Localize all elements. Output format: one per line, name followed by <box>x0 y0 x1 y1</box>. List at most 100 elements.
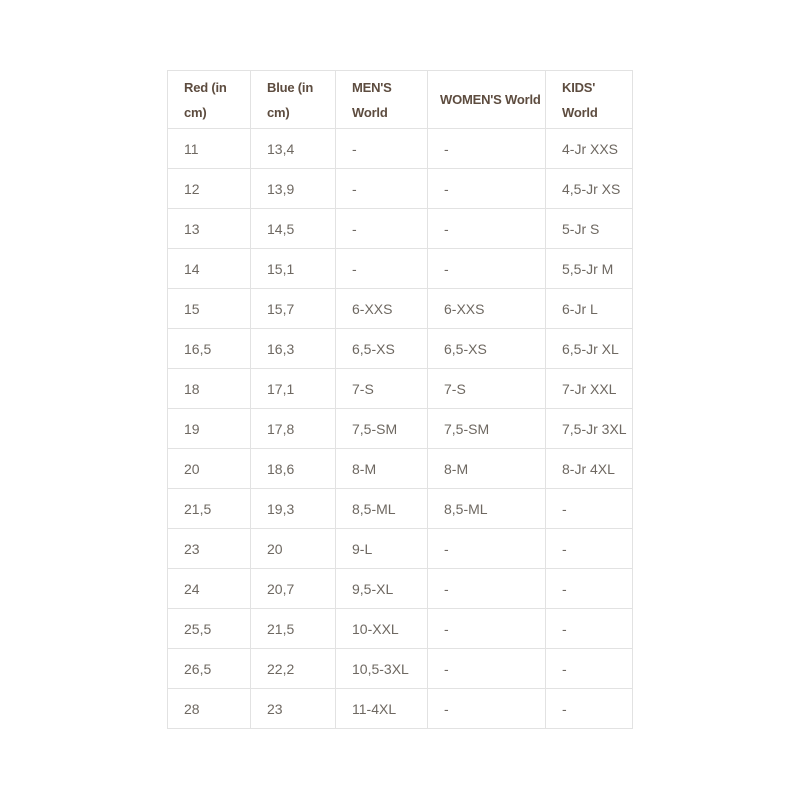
table-cell: - <box>427 168 546 209</box>
table-cell: 15,7 <box>250 288 336 329</box>
table-cell: 25,5 <box>167 608 251 649</box>
table-row: 24 20,7 9,5-XL - - <box>167 568 633 609</box>
column-header-mens: MEN'S World <box>335 70 428 129</box>
table-cell: 23 <box>167 528 251 569</box>
table-cell: 10,5-3XL <box>335 648 428 689</box>
table-cell: 5-Jr S <box>545 208 633 249</box>
table-cell: 7-S <box>335 368 428 409</box>
table-cell: 20,7 <box>250 568 336 609</box>
table-cell: - <box>427 208 546 249</box>
size-chart-table: Red (in cm) Blue (in cm) MEN'S World WOM… <box>167 70 633 729</box>
table-cell: 22,2 <box>250 648 336 689</box>
table-cell: 6-XXS <box>427 288 546 329</box>
table-cell: - <box>335 168 428 209</box>
table-cell: 7,5-SM <box>335 408 428 449</box>
column-header-kids: KIDS' World <box>545 70 633 129</box>
table-cell: - <box>427 248 546 289</box>
column-header-blue: Blue (in cm) <box>250 70 336 129</box>
column-header-womens: WOMEN'S World <box>427 70 546 129</box>
table-cell: 6,5-XS <box>335 328 428 369</box>
table-cell: - <box>545 608 633 649</box>
table-cell: - <box>335 208 428 249</box>
table-header: Red (in cm) Blue (in cm) MEN'S World WOM… <box>167 70 633 129</box>
table-cell: 14,5 <box>250 208 336 249</box>
table-cell: - <box>427 608 546 649</box>
table-cell: 13,9 <box>250 168 336 209</box>
table-cell: 21,5 <box>167 488 251 529</box>
table-cell: 13 <box>167 208 251 249</box>
table-cell: - <box>427 528 546 569</box>
table-cell: 8-Jr 4XL <box>545 448 633 489</box>
table-cell: - <box>545 488 633 529</box>
table-cell: 6-Jr L <box>545 288 633 329</box>
table-cell: 24 <box>167 568 251 609</box>
table-cell: 10-XXL <box>335 608 428 649</box>
table-cell: - <box>545 568 633 609</box>
table-cell: 20 <box>250 528 336 569</box>
table-cell: 4,5-Jr XS <box>545 168 633 209</box>
table-row: 28 23 11-4XL - - <box>167 688 633 729</box>
table-body: 11 13,4- -4-Jr XXS 12 13,9- -4,5-Jr XS 13 14,5-… <box>167 128 633 729</box>
table-cell: 12 <box>167 168 251 209</box>
table-cell: 9-L <box>335 528 428 569</box>
table-cell: 19,3 <box>250 488 336 529</box>
table-cell: 11-4XL <box>335 688 428 729</box>
table-cell: 4-Jr XXS <box>545 128 633 169</box>
table-row: 15 15,7 6-XXS 6-XXS 6-Jr L <box>167 288 633 329</box>
table-row: 21,5 19,3 8,5-ML 8,5-ML - <box>167 488 633 529</box>
table-cell: 16,5 <box>167 328 251 369</box>
table-cell: 8-M <box>427 448 546 489</box>
table-cell: - <box>427 128 546 169</box>
table-cell: - <box>335 128 428 169</box>
table-cell: - <box>427 568 546 609</box>
table-cell: 8-M <box>335 448 428 489</box>
table-cell: 9,5-XL <box>335 568 428 609</box>
table-cell: - <box>427 688 546 729</box>
table-row: 26,5 22,2 10,5-3XL - - <box>167 648 633 689</box>
table-cell: 8,5-ML <box>427 488 546 529</box>
table-cell: 11 <box>167 128 251 169</box>
table-row: 13 14,5- -5-Jr S <box>167 208 633 249</box>
column-header-red: Red (in cm) <box>167 70 251 129</box>
table-cell: - <box>545 528 633 569</box>
table-cell: 19 <box>167 408 251 449</box>
table-cell: 16,3 <box>250 328 336 369</box>
table-row: 11 13,4- -4-Jr XXS <box>167 128 633 169</box>
table-cell: 18 <box>167 368 251 409</box>
table-cell: 17,1 <box>250 368 336 409</box>
table-cell: 18,6 <box>250 448 336 489</box>
table-cell: 26,5 <box>167 648 251 689</box>
table-row: 20 18,6 8-M 8-M 8-Jr 4XL <box>167 448 633 489</box>
table-cell: 17,8 <box>250 408 336 449</box>
table-cell: 20 <box>167 448 251 489</box>
table-cell: 5,5-Jr M <box>545 248 633 289</box>
table-cell: - <box>545 648 633 689</box>
table-cell: 6,5-XS <box>427 328 546 369</box>
table-cell: 14 <box>167 248 251 289</box>
table-row: 16,5 16,3 6,5-XS 6,5-XS 6,5-Jr XL <box>167 328 633 369</box>
table-cell: 7-S <box>427 368 546 409</box>
table-cell: 23 <box>250 688 336 729</box>
table-cell: 15,1 <box>250 248 336 289</box>
table-row: 14 15,1- -5,5-Jr M <box>167 248 633 289</box>
table-cell: 28 <box>167 688 251 729</box>
table-row: 12 13,9- -4,5-Jr XS <box>167 168 633 209</box>
table-cell: 7,5-SM <box>427 408 546 449</box>
table-cell: 7,5-Jr 3XL <box>545 408 633 449</box>
table-row: 19 17,8 7,5-SM 7,5-SM 7,5-Jr 3XL <box>167 408 633 449</box>
table-cell: - <box>335 248 428 289</box>
table-cell: 7-Jr XXL <box>545 368 633 409</box>
table-cell: 8,5-ML <box>335 488 428 529</box>
table-row: 23 20 9-L - - <box>167 528 633 569</box>
table-header-row: Red (in cm) Blue (in cm) MEN'S World WOM… <box>167 70 633 129</box>
table-cell: 6,5-Jr XL <box>545 328 633 369</box>
table-cell: - <box>545 688 633 729</box>
table-row: 18 17,1 7-S 7-S 7-Jr XXL <box>167 368 633 409</box>
table-cell: 21,5 <box>250 608 336 649</box>
table-cell: 6-XXS <box>335 288 428 329</box>
table-row: 25,5 21,5 10-XXL - - <box>167 608 633 649</box>
table-cell: 15 <box>167 288 251 329</box>
table-cell: - <box>427 648 546 689</box>
table-cell: 13,4 <box>250 128 336 169</box>
